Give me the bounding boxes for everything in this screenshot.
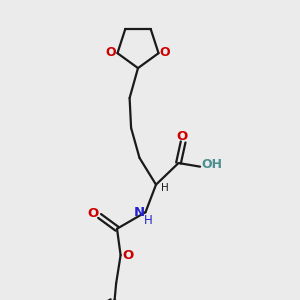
- Text: O: O: [177, 130, 188, 143]
- Text: N: N: [133, 206, 145, 219]
- Text: H: H: [143, 214, 152, 227]
- Text: OH: OH: [201, 158, 222, 171]
- Text: H: H: [160, 183, 168, 193]
- Text: O: O: [122, 249, 134, 262]
- Text: O: O: [106, 46, 116, 59]
- Text: O: O: [160, 46, 170, 59]
- Text: O: O: [87, 207, 99, 220]
